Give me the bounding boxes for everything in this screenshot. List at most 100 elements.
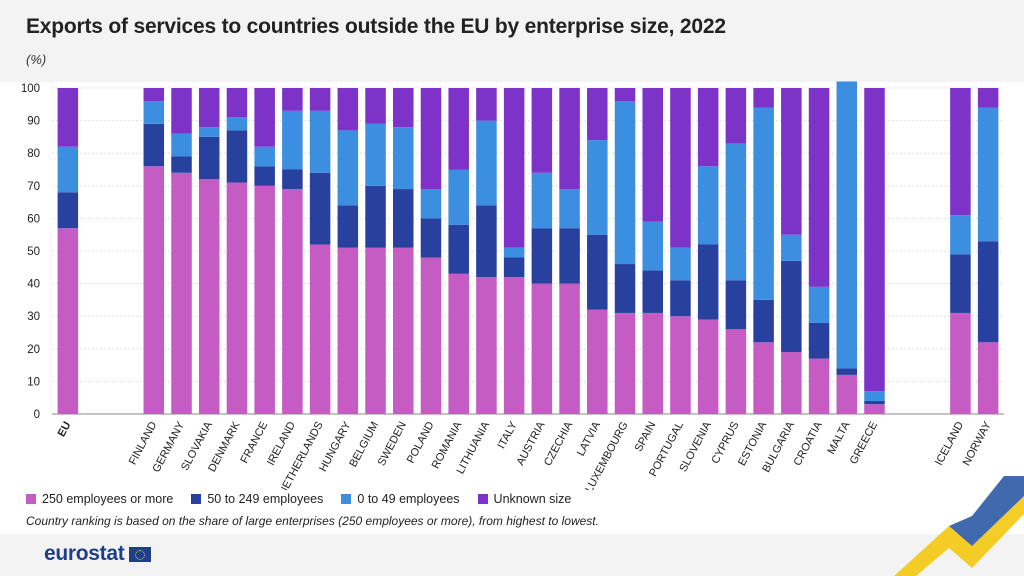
bar-segment: [697, 166, 719, 245]
bar-segment: [531, 228, 553, 284]
y-tick-label: 20: [27, 344, 40, 356]
bar-segment: [309, 172, 331, 245]
bar-segment: [670, 280, 691, 317]
bar-segment: [143, 166, 165, 414]
eurostat-logo: eurostat: [44, 542, 152, 566]
bar-segment: [420, 218, 442, 258]
bar-segment: [836, 368, 858, 375]
bar-segment: [950, 312, 971, 414]
bar-segment: [503, 247, 525, 258]
y-tick-label: 70: [27, 181, 40, 193]
bar-segment: [171, 156, 192, 173]
bar-segment: [282, 189, 303, 414]
bar-segment: [531, 172, 553, 229]
bar-segment: [725, 280, 747, 330]
bar-segment: [171, 172, 192, 414]
bar-segment: [697, 244, 719, 320]
bar-segment: [864, 400, 885, 405]
bar-segment: [143, 101, 165, 124]
bar-segment: [226, 88, 248, 118]
bar-segment: [864, 88, 885, 392]
bar-segment: [420, 88, 442, 190]
bar-segment: [559, 283, 580, 414]
footnote: Country ranking is based on the share of…: [26, 514, 599, 528]
bar-segment: [503, 277, 525, 414]
bar-segment: [753, 107, 774, 300]
legend-label: Unknown size: [493, 492, 572, 506]
legend-label: 0 to 49 employees: [357, 492, 460, 506]
bar-segment: [337, 130, 359, 206]
bar-segment: [725, 329, 747, 414]
bar-segment: [365, 88, 386, 124]
footer-band: [0, 534, 1024, 576]
bar-segment: [171, 133, 192, 157]
bar-segment: [808, 322, 830, 359]
legend-swatch: [477, 494, 488, 504]
y-tick-label: 100: [21, 83, 40, 95]
bar-segment: [587, 234, 608, 310]
bar-segment: [725, 143, 747, 281]
bar-segment: [503, 257, 525, 278]
legend-item: 250 employees or more: [26, 492, 173, 506]
bar-segment: [864, 404, 885, 414]
bar-segment: [977, 241, 999, 343]
x-tick-label: LATVIA: [575, 419, 603, 458]
y-tick-label: 50: [27, 246, 40, 258]
bar-segment: [781, 260, 802, 353]
bar-segment: [836, 81, 858, 369]
bar-segment: [309, 88, 331, 111]
bar-segment: [977, 107, 999, 242]
bar-segment: [950, 215, 971, 255]
x-tick-label: CROATIA: [792, 419, 825, 468]
y-tick-label: 60: [27, 213, 40, 225]
legend-label: 50 to 249 employees: [207, 492, 324, 506]
x-tick-label: EU: [56, 420, 74, 439]
bar-segment: [531, 283, 553, 414]
bar-segment: [753, 299, 774, 343]
bar-segment: [670, 247, 691, 281]
bar-segment: [171, 88, 192, 134]
bar-segment: [781, 88, 802, 235]
bar-segment: [977, 88, 999, 108]
bar-segment: [559, 228, 580, 284]
bar-segment: [476, 205, 497, 278]
bar-segment: [420, 257, 442, 414]
bar-segment: [808, 88, 830, 287]
bar-segment: [642, 221, 663, 271]
bar-segment: [393, 247, 414, 414]
bar-segment: [365, 247, 386, 414]
bar-segment: [977, 342, 999, 414]
bar-segment: [365, 185, 386, 248]
bar-segment: [57, 88, 79, 147]
y-tick-label: 90: [27, 116, 40, 128]
bar-segment: [254, 88, 275, 147]
bar-segment: [254, 166, 275, 186]
bar-segment: [808, 286, 830, 323]
y-tick-label: 30: [27, 311, 40, 323]
bar-segment: [448, 224, 469, 274]
bar-segment: [393, 127, 414, 190]
bar-segment: [864, 391, 885, 401]
bar-segment: [614, 264, 636, 313]
bar-segment: [198, 136, 220, 180]
bar-segment: [614, 88, 636, 102]
x-tick-label: SPAIN: [633, 420, 659, 454]
logo-text: eurostat: [44, 542, 125, 565]
bar-segment: [587, 88, 608, 141]
header-band: [0, 0, 1024, 82]
legend-item: 50 to 249 employees: [191, 492, 323, 506]
bar-segment: [476, 277, 497, 414]
bar-segment: [587, 309, 608, 414]
bar-segment: [226, 117, 248, 131]
bar-segment: [393, 189, 414, 248]
legend-swatch: [26, 494, 36, 504]
bar-segment: [670, 316, 691, 414]
bar-segment: [559, 88, 580, 190]
legend: 250 employees or more 50 to 249 employee…: [26, 492, 571, 506]
bar-segment: [642, 88, 663, 222]
eu-flag-icon: [129, 546, 152, 562]
bar-segment: [57, 146, 79, 193]
bar-segment: [393, 88, 414, 128]
bar-segment: [614, 312, 636, 414]
